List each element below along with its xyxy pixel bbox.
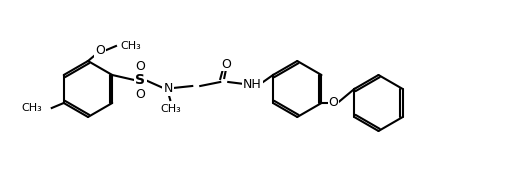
Text: CH₃: CH₃ bbox=[161, 104, 182, 114]
Text: O: O bbox=[221, 58, 231, 70]
Text: O: O bbox=[135, 87, 145, 101]
Text: O: O bbox=[95, 44, 105, 58]
Text: O: O bbox=[328, 96, 338, 110]
Text: NH: NH bbox=[243, 78, 261, 90]
Text: CH₃: CH₃ bbox=[120, 41, 141, 51]
Text: S: S bbox=[135, 73, 145, 87]
Text: O: O bbox=[135, 59, 145, 73]
Text: CH₃: CH₃ bbox=[21, 103, 42, 113]
Text: N: N bbox=[164, 81, 173, 95]
